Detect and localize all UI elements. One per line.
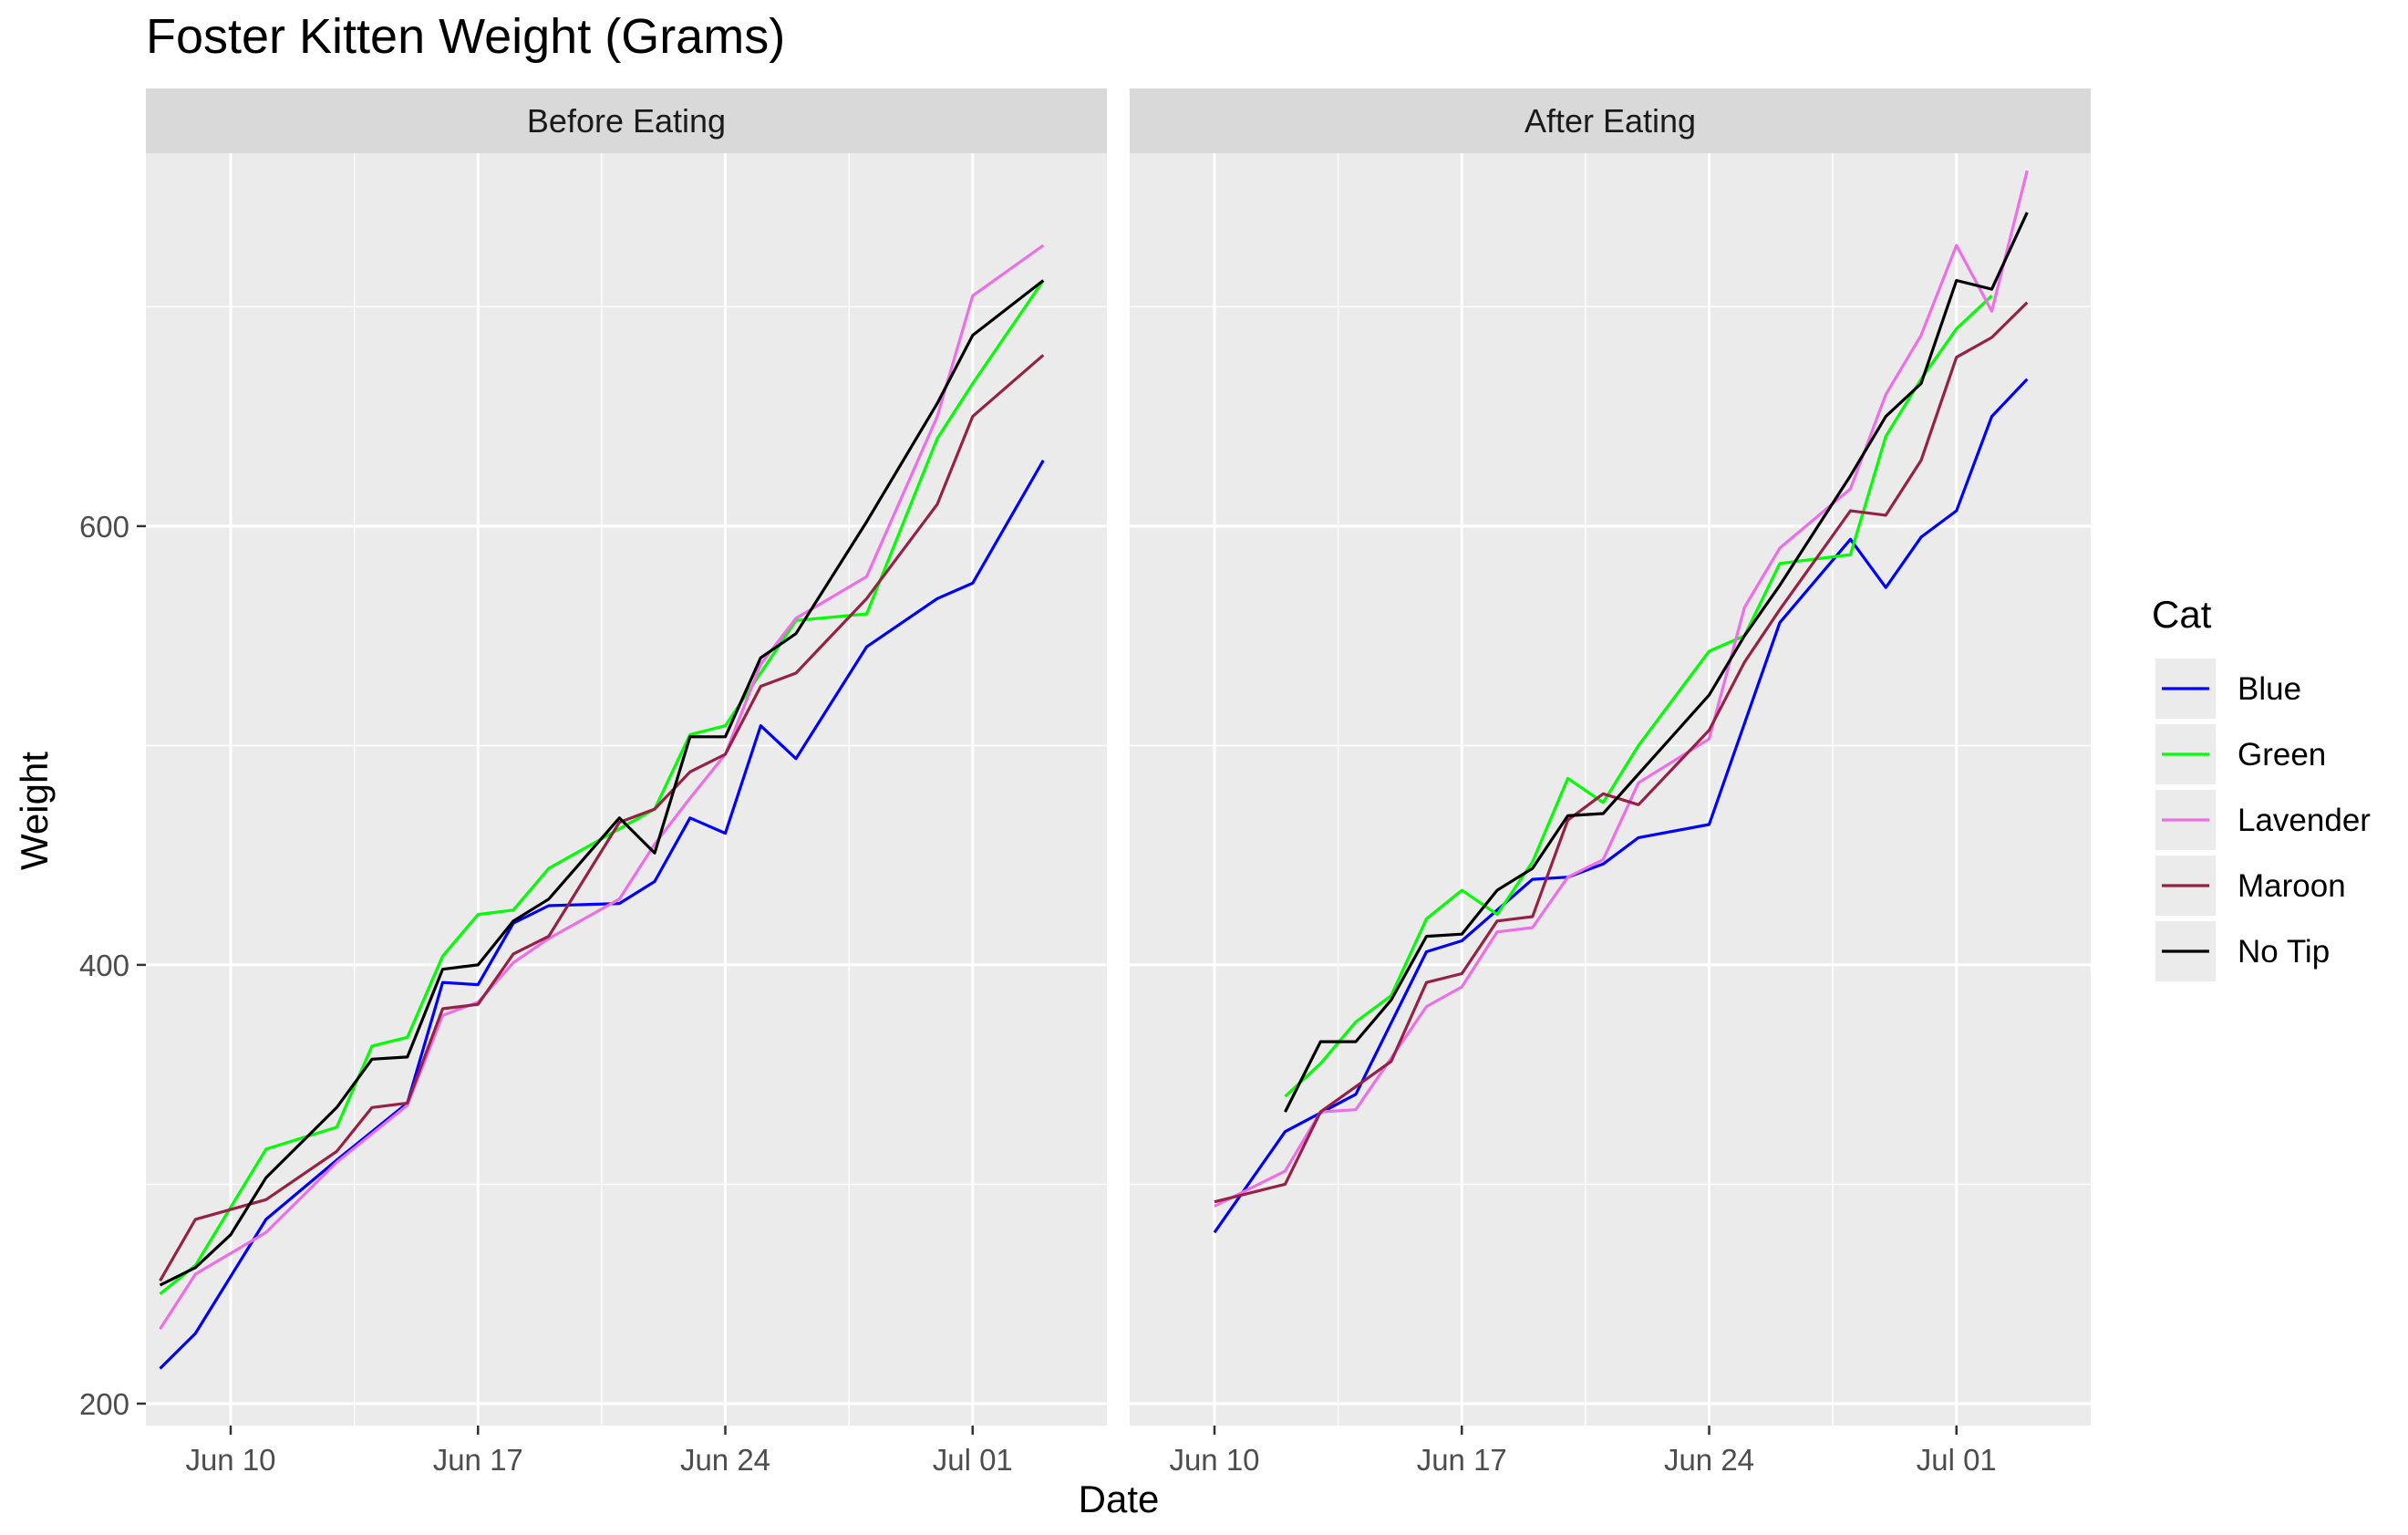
panel-after-eating: After Eating	[1130, 88, 2091, 1426]
legend-item-green: Green	[2155, 724, 2326, 784]
legend-label: Lavender	[2237, 803, 2371, 838]
series-line-maroon	[159, 354, 1045, 1282]
x-axes: Jun 10 Jun 17 Jun 24 Jul 01 Jun 10 Jun 17 Jun …	[185, 1426, 1997, 1477]
series-line-lavender	[159, 244, 1045, 1331]
y-tick-label: 200	[79, 1387, 129, 1421]
legend-item-no-tip: No Tip	[2155, 921, 2330, 981]
x-tick-label: Jul 01	[933, 1443, 1013, 1477]
legend-item-blue: Blue	[2155, 659, 2301, 719]
series-line-green	[159, 279, 1045, 1295]
plot-panels: Before Eating After Eating	[146, 88, 2091, 1426]
y-axis-title: Weight	[13, 752, 56, 870]
chart-title: Foster Kitten Weight (Grams)	[146, 9, 785, 64]
series-line-green	[1284, 295, 1993, 1098]
facet-strip	[146, 88, 1107, 153]
x-tick-label: Jun 17	[433, 1443, 523, 1477]
series-line-no-tip	[159, 279, 1045, 1287]
series-line-blue	[159, 459, 1045, 1370]
x-tick-label: Jun 10	[185, 1443, 275, 1477]
x-axis-title: Date	[1079, 1478, 1160, 1520]
series-line-lavender	[1214, 170, 2029, 1208]
y-axis: 200 400 600	[79, 510, 146, 1421]
y-tick-label: 600	[79, 510, 129, 544]
facet-strip-label: After Eating	[1524, 102, 1696, 140]
x-tick-label: Jun 17	[1417, 1443, 1507, 1477]
x-tick-label: Jun 10	[1169, 1443, 1259, 1477]
legend-label: No Tip	[2237, 934, 2330, 970]
legend-title: Cat	[2152, 593, 2212, 636]
facet-strip-label: Before Eating	[527, 102, 726, 140]
series-line-blue	[1213, 378, 2029, 1234]
x-tick-label: Jun 24	[1664, 1443, 1754, 1477]
legend: Cat Blue Green Lavender Maroon No Tip	[2152, 593, 2371, 981]
series-line-no-tip	[1284, 212, 2029, 1113]
legend-label: Green	[2237, 737, 2326, 773]
facet-strip	[1130, 88, 2091, 153]
legend-item-lavender: Lavender	[2155, 790, 2371, 850]
panel-before-eating: Before Eating	[146, 88, 1107, 1426]
legend-label: Blue	[2237, 671, 2301, 707]
panel-background	[146, 153, 1107, 1426]
y-tick-label: 400	[79, 949, 129, 982]
x-tick-label: Jun 24	[680, 1443, 770, 1477]
x-tick-label: Jul 01	[1917, 1443, 1997, 1477]
legend-label: Maroon	[2237, 868, 2346, 904]
series-line-maroon	[1214, 301, 2029, 1204]
legend-item-maroon: Maroon	[2155, 856, 2346, 916]
